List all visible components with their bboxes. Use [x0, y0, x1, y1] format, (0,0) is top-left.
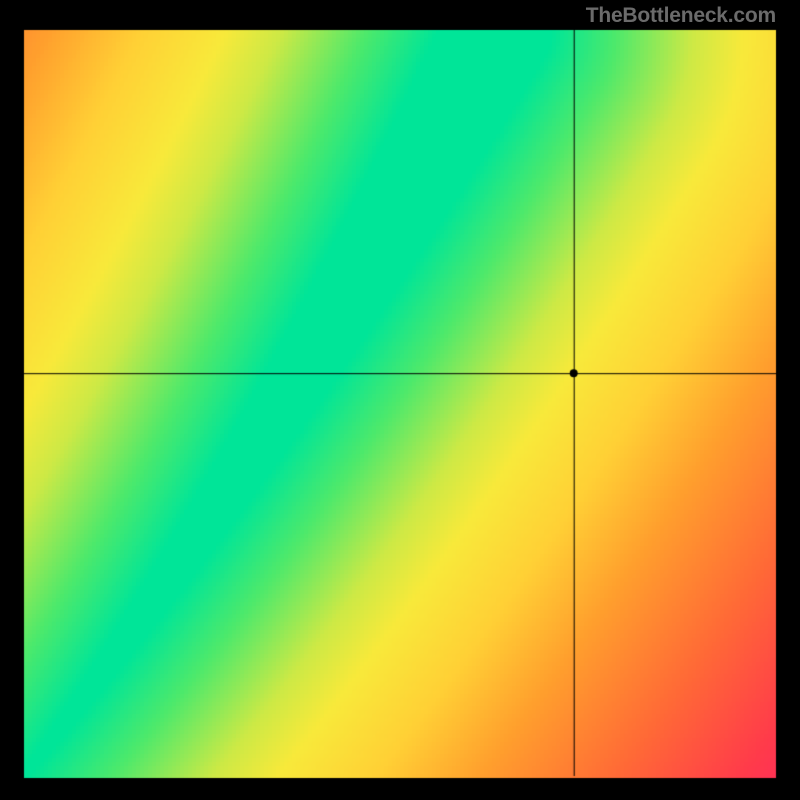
heatmap-canvas: [0, 0, 800, 800]
chart-container: TheBottleneck.com: [0, 0, 800, 800]
watermark-text: TheBottleneck.com: [586, 4, 776, 28]
